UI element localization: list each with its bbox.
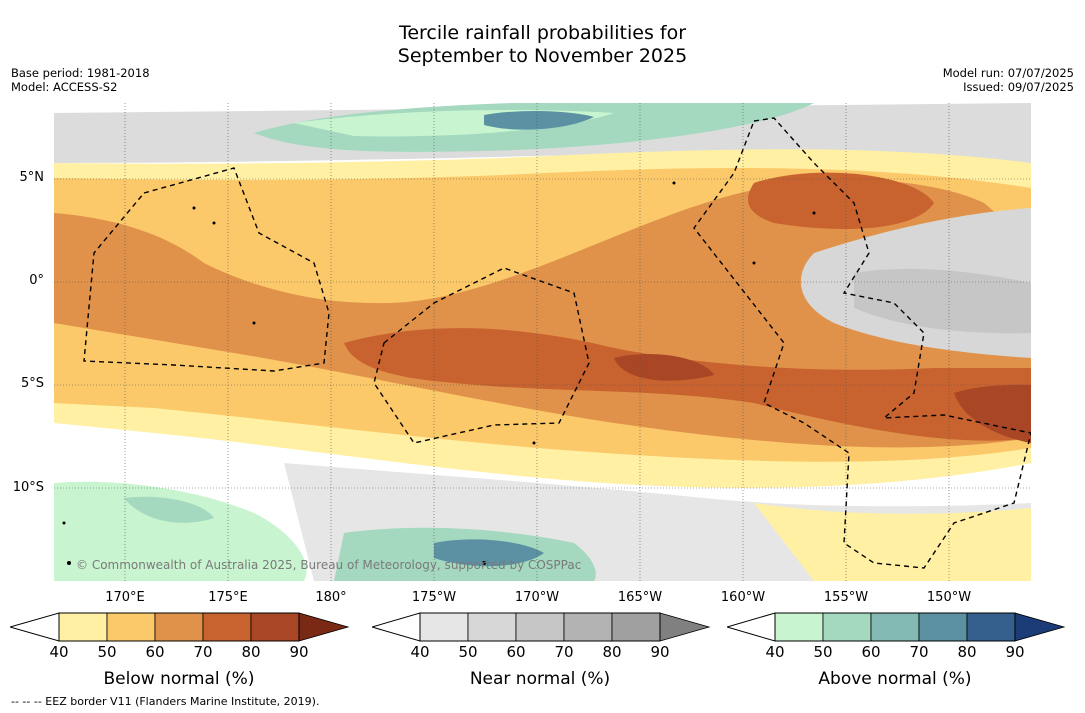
below-normal-region-70 [344,328,1031,441]
colorbar-near-title: Near normal (%) [469,669,611,689]
cb-above-tick-80: 80 [957,643,977,661]
cb-above-tick-70: 70 [909,643,929,661]
lon-label-170e: 170°E [105,590,145,605]
colorbar-near-underflow [372,612,421,642]
meta-right: Model run: 07/07/2025 Issued: 09/07/2025 [943,66,1074,94]
title-line-1: Tercile rainfall probabilities for [398,22,687,44]
colorbar-below-normal [10,612,350,642]
lon-label-150w: 150°W [926,590,972,605]
cb-near-tick-60: 60 [506,643,526,661]
cb-near-tick-70: 70 [554,643,574,661]
colorbar-near-swatch-3 [515,612,565,642]
colorbar-above-swatch-2 [822,612,872,642]
eez-footnote: -- -- -- EEZ border V11 (Flanders Marine… [11,695,320,708]
colorbar-near-overflow [659,612,711,642]
lat-label-10s: 10°S [12,480,44,495]
lon-label-180: 180° [315,590,347,605]
probability-map [54,103,1031,581]
colorbar-below-overflow [298,612,350,642]
base-period: Base period: 1981-2018 [11,66,150,80]
cb-near-tick-90: 90 [650,643,670,661]
colorbar-above-underflow [727,612,776,642]
colorbar-near-normal [372,612,711,642]
cb-near-tick-40: 40 [410,643,430,661]
cb-near-tick-80: 80 [602,643,622,661]
cb-above-tick-50: 50 [813,643,833,661]
lon-label-155w: 155°W [823,590,869,605]
lon-label-170w: 170°W [514,590,560,605]
colorbar-near-swatch-2 [467,612,517,642]
cb-above-tick-90: 90 [1005,643,1025,661]
colorbar-near-swatch-1 [419,612,469,642]
above-normal-region-southwest [54,481,307,581]
colorbar-above-swatch-3 [870,612,920,642]
above-normal-50-southwest [124,496,214,523]
colorbar-above-swatch-4 [918,612,968,642]
model-name: Model: ACCESS-S2 [11,80,118,94]
above-normal-dark-north [484,110,594,130]
lat-label-0: 0° [29,273,44,288]
lon-label-175e: 175°E [208,590,248,605]
lat-label-5n: 5°N [19,170,45,185]
colorbar-above-title: Above normal (%) [818,669,972,689]
meta-left: Base period: 1981-2018 Model: ACCESS-S2 [11,66,150,94]
colorbar-near-swatch-5 [611,612,661,642]
cb-below-tick-40: 40 [49,643,69,661]
lon-label-165w: 165°W [617,590,663,605]
cb-below-tick-90: 90 [289,643,309,661]
colorbar-below-swatch-3 [154,612,204,642]
colorbar-below-underflow [10,612,60,642]
cb-below-tick-50: 50 [97,643,117,661]
map-title: Tercile rainfall probabilities for Septe… [0,22,1085,68]
cb-near-tick-50: 50 [458,643,478,661]
colorbar-above-swatch-5 [966,612,1016,642]
colorbar-near-swatch-4 [563,612,613,642]
issued-date: Issued: 09/07/2025 [963,80,1074,94]
lat-label-5s: 5°S [20,376,44,391]
colorbar-below-swatch-4 [202,612,252,642]
islands [62,181,816,565]
colorbar-below-swatch-2 [106,612,156,642]
lon-label-175w: 175°W [411,590,457,605]
cb-below-tick-80: 80 [241,643,261,661]
below-normal-region-80 [614,354,714,381]
below-normal-region-south [754,503,1031,581]
above-normal-dark-south [434,539,544,567]
colorbar-below-swatch-5 [250,612,300,642]
cb-above-tick-60: 60 [861,643,881,661]
colorbar-below-title: Below normal (%) [103,669,255,689]
colorbar-above-normal [727,612,1066,642]
colorbar-above-overflow [1014,612,1066,642]
model-run: Model run: 07/07/2025 [942,66,1074,80]
title-line-2: September to November 2025 [397,45,688,67]
colorbar-above-swatch-1 [774,612,824,642]
near-normal-region-east-60 [854,268,1031,334]
copyright-notice: © Commonwealth of Australia 2025, Bureau… [76,558,582,572]
lon-label-160w: 160°W [720,590,766,605]
cb-below-tick-70: 70 [193,643,213,661]
cb-below-tick-60: 60 [145,643,165,661]
below-normal-region-70-north [748,172,934,229]
eez-borders [83,117,1031,569]
gridlines [54,103,1031,581]
cb-above-tick-40: 40 [765,643,785,661]
colorbar-below-swatch-1 [58,612,108,642]
